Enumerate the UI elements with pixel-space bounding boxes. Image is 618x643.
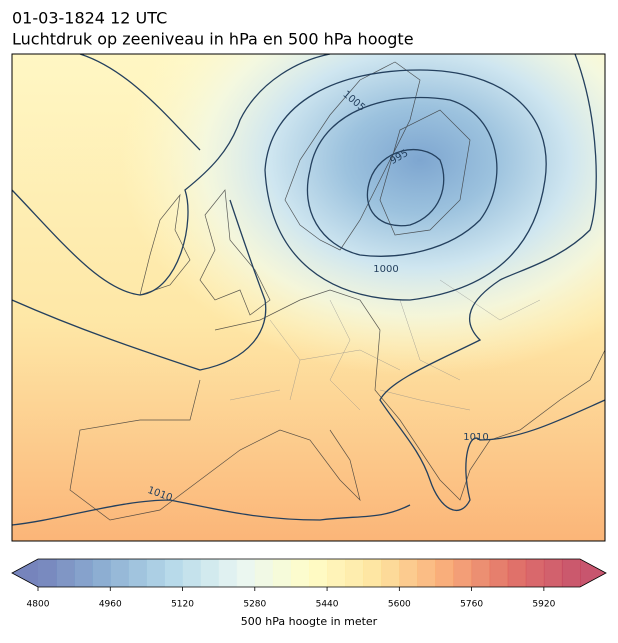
colorbar-segment (381, 559, 400, 587)
subtitle: Luchtdruk op zeeniveau in hPa en 500 hPa… (12, 30, 414, 49)
colorbar-segment (435, 559, 455, 587)
colorbar: 4800 4960 5120 5280 5440 5600 5760 5920 (11, 558, 607, 610)
colorbar-segment (110, 559, 129, 587)
colorbar-segment (74, 559, 93, 587)
colorbar-segment (453, 559, 473, 587)
colorbar-segment (543, 559, 563, 587)
colorbar-extend-high (580, 559, 606, 587)
colorbar-segment (182, 559, 202, 587)
colorbar-segment (200, 559, 220, 587)
contour-995 (366, 148, 445, 227)
colorbar-segment (92, 559, 111, 587)
colorbar-segment (56, 559, 75, 587)
colorbar-segment (327, 559, 346, 587)
colorbar-segment (399, 559, 418, 587)
contour-1000 (306, 96, 498, 257)
title: 01-03-1824 12 UTC (12, 9, 167, 28)
borders (229, 279, 541, 411)
map: 1005 995 1000 1010 1010 (12, 54, 605, 541)
colorbar-tick-label: 5760 (460, 600, 483, 610)
colorbar-segment (128, 559, 147, 587)
colorbar-tick-label: 5600 (388, 600, 411, 610)
colorbar-outline (11, 558, 607, 588)
colorbar-segment (218, 559, 238, 587)
colorbar-segment (254, 559, 274, 587)
colorbar-segment (525, 559, 545, 587)
colorbar-segment (363, 559, 382, 587)
colorbar-tick-label: 4800 (27, 600, 50, 610)
contour-label: 1000 (373, 264, 398, 275)
colorbar-segment (38, 559, 57, 587)
colorbar-segment (146, 559, 165, 587)
colorbar-segment (309, 559, 328, 587)
map-frame (11, 53, 606, 542)
contour-1010 (12, 54, 605, 512)
colorbar-segment (236, 559, 256, 587)
colorbar-segment (417, 559, 436, 587)
contour-1005 (264, 69, 547, 301)
colorbar-segment (507, 559, 527, 587)
colorbar-segment (561, 559, 581, 587)
colorbar-tick-label: 5280 (243, 600, 266, 610)
contour-label: 1010 (463, 432, 488, 443)
colorbar-label: 500 hPa hoogte in meter (241, 615, 378, 628)
colorbar-extend-low (12, 559, 38, 587)
contour-1010-west (79, 54, 201, 151)
colorbar-tick-label: 5120 (171, 600, 194, 610)
colorbar-segment (164, 559, 184, 587)
colorbar-segment (489, 559, 509, 587)
colorbar-tick-label: 5440 (316, 600, 339, 610)
contour-1015 (12, 199, 411, 526)
colorbar-segment (471, 559, 491, 587)
colorbar-segment (345, 559, 364, 587)
colorbar-tick-label: 5920 (532, 600, 555, 610)
colorbar-tick-label: 4960 (99, 600, 122, 610)
colorbar-segment (290, 559, 310, 587)
colorbar-segment (272, 559, 292, 587)
